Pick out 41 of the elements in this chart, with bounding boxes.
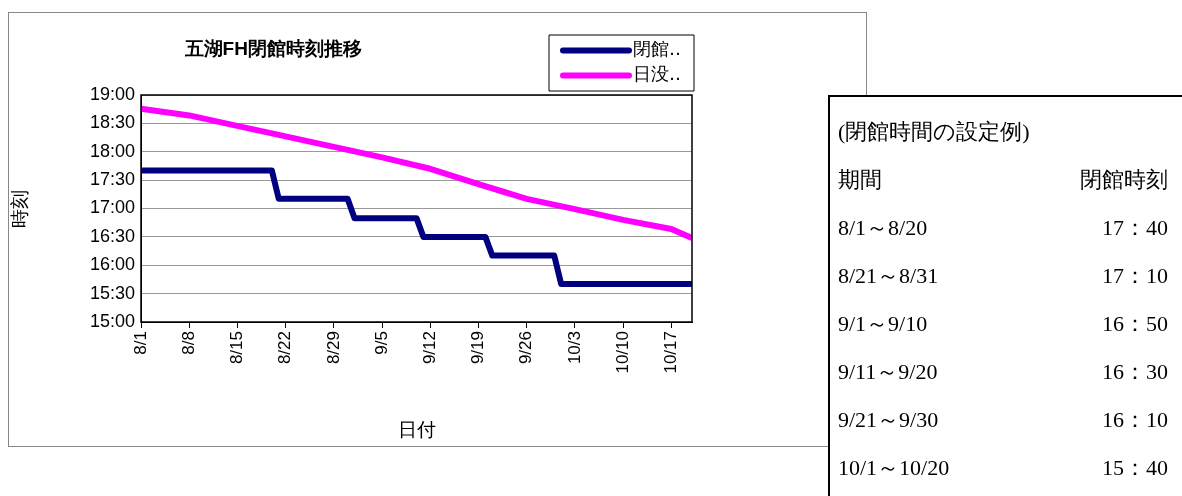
y-tick-label: 17:30 [89,169,135,190]
y-tick-label: 16:30 [89,225,135,246]
x-tick-label: 8/15 [227,331,247,365]
y-axis-title: 時刻 [8,189,30,228]
x-tick-label: 9/12 [419,331,439,365]
x-tick-label: 9/26 [516,331,536,365]
y-tick-label: 18:00 [89,140,135,161]
legend-label: 閉館‥ [633,39,682,60]
text: 17：10 [1102,262,1168,290]
x-tick-label: 9/5 [371,331,391,355]
text: (閉館時間の設定例) [838,118,1030,146]
x-axis-title: 日付 [397,418,436,440]
text: 16：50 [1102,310,1168,338]
x-tick-label: 10/3 [564,331,584,365]
x-tick-label: 8/8 [178,331,198,355]
text: 16：10 [1102,406,1168,434]
text: 期間 [838,166,882,194]
x-tick-label: 8/29 [323,331,343,365]
x-tick-label: 10/10 [612,331,632,374]
y-tick-label: 15:00 [89,310,135,331]
y-tick-label: 19:00 [89,83,135,104]
x-tick-label: 8/1 [130,331,150,355]
chart-title: 五湖FH閉館時刻推移 [183,38,362,60]
x-tick-label: 10/17 [661,331,681,374]
x-tick-label: 8/22 [275,331,295,365]
y-tick-label: 17:00 [89,197,135,218]
text: 8/21～8/31 [838,262,939,290]
x-tick-label: 9/19 [468,331,488,365]
text: 15：40 [1102,454,1168,482]
y-tick-label: 18:30 [89,112,135,133]
text: 9/21～9/30 [838,406,939,434]
text: 17：40 [1102,214,1168,242]
text: 閉館時刻 [1080,166,1168,194]
text: 8/1～8/20 [838,214,928,242]
y-tick-label: 15:30 [89,282,135,303]
text: 10/1～10/20 [838,454,950,482]
text: 16：30 [1102,358,1168,386]
text: 9/1～9/10 [838,310,928,338]
y-tick-label: 16:00 [89,254,135,275]
legend-label: 日没‥ [633,64,682,85]
text: 9/11～9/20 [838,358,938,386]
